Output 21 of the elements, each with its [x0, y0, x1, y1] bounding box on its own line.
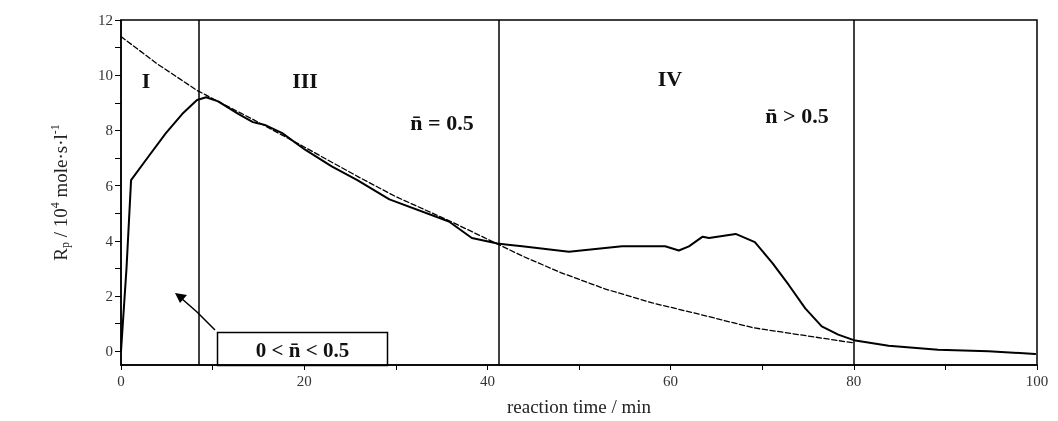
y-tick-label: 12: [98, 12, 113, 28]
x-tick-label: 60: [663, 372, 679, 389]
annotation: n̄ > 0.5: [765, 102, 829, 128]
y-tick-label: 6: [105, 177, 114, 194]
x-tick-label: 40: [479, 372, 495, 389]
annotation: IV: [657, 65, 683, 91]
annotation: 0 < n̄ < 0.5: [255, 337, 350, 362]
x-tick-label: 100: [1025, 372, 1049, 389]
x-axis-title: reaction time / min: [506, 396, 652, 417]
y-tick-label: 10: [98, 67, 113, 84]
y-tick-label: 4: [105, 232, 114, 249]
y-tick-label: 8: [105, 122, 113, 139]
annotation: I: [141, 67, 151, 93]
x-tick-label: 0: [117, 372, 125, 389]
annotation: n̄ = 0.5: [410, 109, 474, 135]
y-tick-label: 2: [105, 288, 113, 304]
y-axis-title: Rp / 104 mole·s·l-1: [48, 124, 72, 261]
x-tick-label: 80: [846, 372, 862, 389]
y-tick-label: 0: [105, 343, 113, 360]
annotation: III: [292, 67, 318, 93]
x-tick-label: 20: [296, 372, 312, 389]
